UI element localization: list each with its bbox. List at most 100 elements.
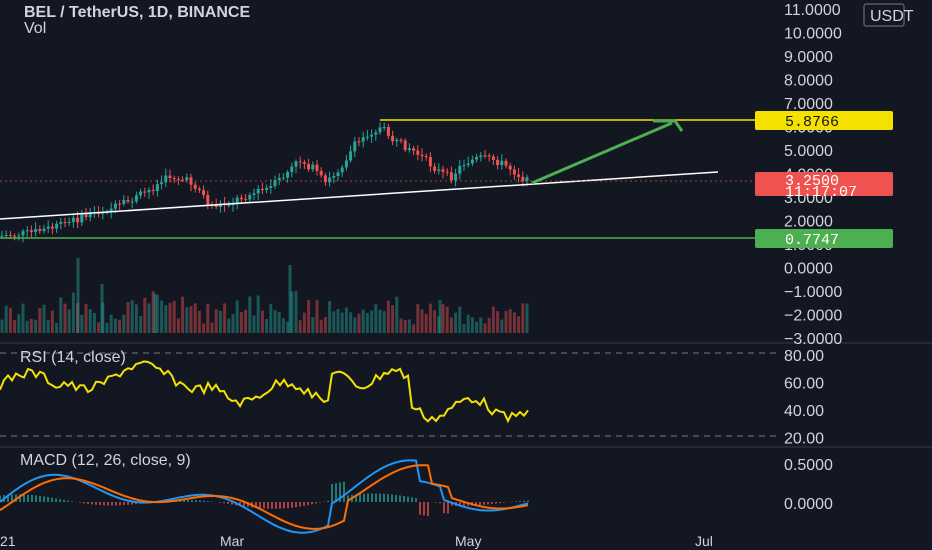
volume-bar: [391, 305, 395, 333]
candle-body: [277, 177, 281, 181]
macd-histogram-bar: [79, 502, 81, 503]
macd-histogram-bar: [479, 502, 481, 506]
macd-histogram-bar: [383, 493, 385, 502]
candle-body: [130, 201, 134, 203]
macd-histogram-bar: [363, 493, 365, 502]
volume-bar: [223, 303, 227, 333]
rsi-axis[interactable]: 80.00 60.00 40.00 20.00: [784, 348, 824, 448]
volume-bar: [344, 307, 348, 333]
macd-histogram-bar: [347, 495, 349, 502]
candle-body: [273, 180, 277, 187]
macd-histogram-bar: [331, 483, 333, 502]
volume-bar: [147, 303, 151, 333]
volume-bar: [84, 303, 88, 333]
currency-label: USDT: [870, 8, 914, 25]
macd-histogram-bar: [279, 502, 281, 509]
macd-histogram-bar: [107, 502, 109, 506]
volume-bar: [462, 324, 466, 333]
macd-histogram-bar: [367, 493, 369, 502]
candle-body: [416, 150, 420, 155]
macd-histogram-bar: [239, 502, 241, 506]
macd-histogram-bar: [87, 502, 89, 504]
volume-bar: [420, 309, 424, 333]
support-price-value: 0.7747: [785, 232, 839, 249]
candle-body: [353, 141, 357, 152]
volume-bar: [269, 303, 273, 333]
candle-body: [80, 213, 84, 223]
candle-body: [323, 175, 327, 183]
candle-body: [361, 137, 365, 142]
volume-bar: [80, 314, 84, 333]
macd-histogram-bar: [183, 499, 185, 502]
volume-bar: [13, 319, 17, 333]
macd-histogram-bar: [395, 494, 397, 502]
time-axis[interactable]: 21 Mar May Jul: [0, 533, 713, 549]
currency-badge[interactable]: [863, 3, 905, 27]
macd-histogram-bar: [315, 502, 317, 504]
macd-histogram-bar: [327, 500, 329, 502]
macd-histogram-bar: [31, 494, 33, 502]
macd-histogram-bar: [223, 502, 225, 504]
volume-bar: [235, 300, 239, 333]
macd-histogram-bar: [135, 502, 137, 505]
candle-body: [298, 161, 302, 163]
volume-bar: [445, 306, 449, 333]
projection-arrow[interactable]: [531, 121, 673, 185]
volume-bar: [153, 294, 157, 333]
candle-body: [71, 217, 75, 222]
candle-body: [462, 165, 466, 167]
countdown-value: 11:17:07: [785, 184, 857, 201]
volume-bar: [374, 304, 378, 333]
macd-histogram-bar: [299, 502, 301, 507]
candle-body: [386, 127, 390, 136]
macd-histogram-bar: [359, 493, 361, 502]
macd-histogram-bar: [387, 494, 389, 502]
candle-body: [101, 212, 105, 215]
candle-body: [281, 177, 285, 179]
candle-body: [235, 197, 239, 203]
time-tick-label: 21: [0, 533, 16, 549]
candle-body: [67, 221, 71, 223]
volume-bar: [386, 300, 390, 333]
candle-body: [13, 235, 17, 237]
candle-body: [244, 199, 248, 201]
candle-body: [319, 170, 323, 176]
volume-bar: [218, 310, 222, 333]
volume-bar: [172, 300, 176, 333]
macd-histogram-bar: [47, 497, 49, 502]
candle-body: [269, 186, 273, 188]
macd-histogram-bar: [43, 496, 45, 502]
volume-bar: [525, 303, 529, 333]
trendline[interactable]: [0, 171, 719, 220]
volume-bar: [416, 304, 420, 333]
candle-body: [433, 166, 437, 171]
candle-body: [466, 163, 470, 166]
candle-body: [0, 235, 4, 237]
rsi-tick-label: 40.00: [784, 403, 824, 420]
macd-histogram-bar: [35, 495, 37, 502]
price-axis[interactable]: 11.000010.00009.00008.00007.00006.00005.…: [784, 2, 842, 348]
candle-body: [193, 184, 197, 189]
volume-bar: [281, 318, 285, 333]
last-price-value: 3.2500: [785, 173, 839, 190]
volume-bar: [332, 311, 336, 333]
candle-body: [428, 157, 432, 167]
macd-histogram-bar: [275, 502, 277, 509]
candle-body: [412, 148, 416, 151]
candle-body: [382, 127, 386, 129]
volume-bar: [340, 312, 344, 333]
candle-body: [38, 229, 42, 232]
volume-bar: [227, 318, 231, 333]
macd-label: MACD (12, 26, close, 9): [20, 452, 191, 469]
volume-bar: [17, 314, 21, 333]
candle-body: [441, 169, 445, 172]
macd-histogram-bar: [191, 499, 193, 502]
candle-body: [458, 165, 462, 174]
macd-histogram-bar: [207, 501, 209, 502]
macd-histogram-bar: [119, 502, 121, 506]
macd-histogram-bar: [127, 502, 129, 505]
macd-axis[interactable]: 0.5000 0.0000: [784, 457, 833, 513]
price-tick-label: 8.0000: [784, 73, 833, 90]
